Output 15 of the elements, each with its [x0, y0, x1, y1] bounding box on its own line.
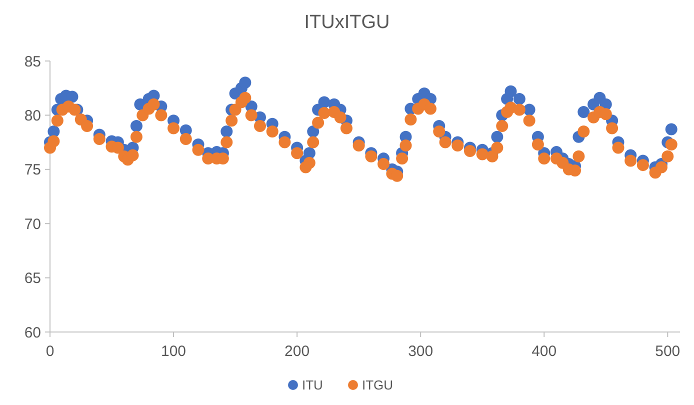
y-tick-label: 65: [24, 270, 41, 288]
x-tick-label: 400: [532, 343, 557, 360]
x-tick-label: 100: [161, 343, 186, 360]
x-tick-label: 0: [46, 343, 54, 360]
y-tick-label: 80: [24, 107, 41, 124]
y-tick-label: 85: [24, 53, 41, 70]
x-tick-label: 200: [284, 343, 310, 360]
chart-title: ITUxITGU: [304, 12, 390, 33]
y-tick-label: 75: [24, 162, 41, 179]
y-tick-label: 60: [24, 324, 41, 342]
y-tick-label: 70: [24, 216, 41, 233]
legend-label: ITU: [302, 378, 323, 393]
legend-label: ITGU: [362, 378, 394, 393]
x-tick-label: 500: [655, 343, 680, 360]
x-tick-label: 300: [408, 343, 434, 360]
